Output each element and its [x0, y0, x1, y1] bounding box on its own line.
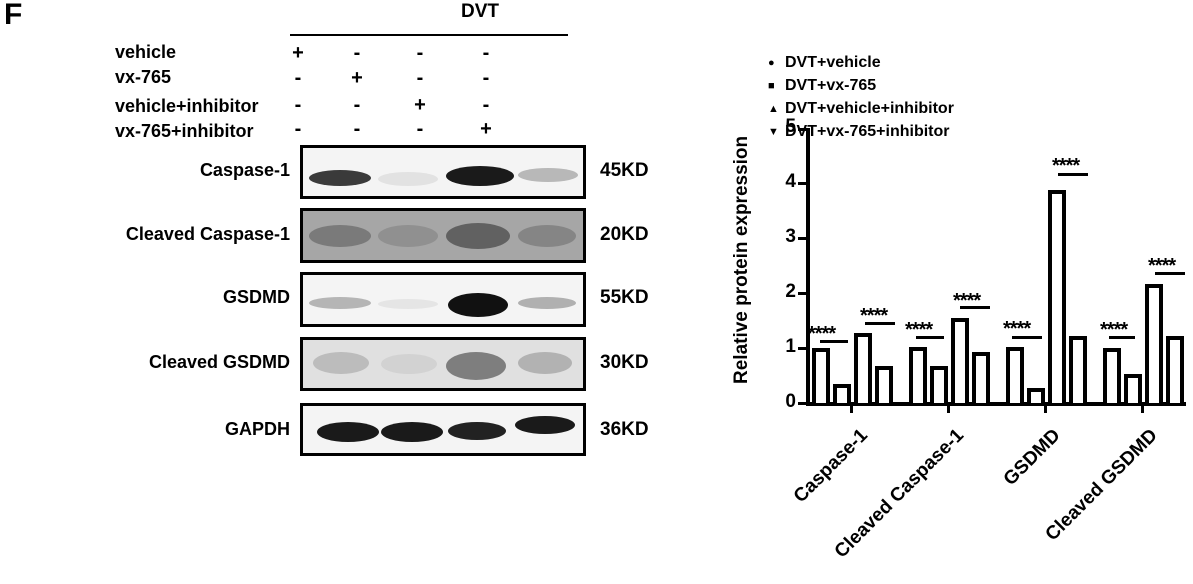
condition-label: vx-765+inhibitor: [115, 121, 254, 141]
y-tick-label: 5: [785, 116, 796, 137]
group-underline: [290, 34, 568, 36]
condition-sign: -: [482, 94, 490, 116]
group-label: DVT: [461, 1, 499, 22]
blot-image-gsdmd: [300, 272, 586, 327]
bar-cleaved-gsdmd-dvt-vehicle: [1103, 348, 1121, 403]
blot-kd-label: 20KD: [600, 224, 649, 245]
significance-marker: ****: [1148, 255, 1176, 277]
condition-sign: +: [480, 118, 492, 140]
y-axis-label: Relative protein expression: [731, 135, 752, 384]
significance-marker: ****: [1052, 155, 1080, 177]
circle-marker-icon: ●: [768, 57, 775, 69]
bar-cleaved-caspase-1-dvt-vx-765-inhibitor: [972, 352, 990, 403]
bar-gsdmd-dvt-vehicle: [1006, 347, 1024, 403]
condition-sign: -: [353, 118, 361, 140]
blot-row-label: Cleaved Caspase-1: [125, 224, 290, 244]
blot-image-gapdh: [300, 403, 586, 456]
condition-sign: -: [482, 42, 490, 64]
bar-caspase-1-dvt-vehicle-inhibitor: [854, 333, 872, 403]
legend-item: DVT+vehicle+inhibitor: [785, 100, 954, 117]
condition-sign: -: [416, 118, 424, 140]
blot-image-cleaved-caspase-1: [300, 208, 586, 263]
blot-image-caspase-1: [300, 145, 586, 199]
legend-item: DVT+vx-765+inhibitor: [785, 123, 950, 140]
condition-label: vehicle: [115, 42, 177, 62]
condition-sign: -: [482, 67, 490, 89]
blot-kd-label: 45KD: [600, 160, 649, 181]
y-tick-label: 1: [785, 336, 796, 357]
legend-item: DVT+vehicle: [785, 54, 881, 71]
blot-image-cleaved-gsdmd: [300, 337, 586, 391]
y-tick-label: 3: [785, 226, 796, 247]
condition-sign: -: [294, 94, 302, 116]
condition-sign: +: [292, 42, 304, 64]
bar-gsdmd-dvt-vx-765: [1027, 388, 1045, 403]
bar-caspase-1-dvt-vx-765-inhibitor: [875, 366, 893, 403]
condition-sign: -: [416, 42, 424, 64]
panel-letter: F: [4, 0, 23, 31]
triangle-up-marker-icon: ▲: [768, 103, 779, 115]
bar-cleaved-caspase-1-dvt-vehicle-inhibitor: [951, 318, 969, 403]
condition-sign: -: [353, 42, 361, 64]
bar-caspase-1-dvt-vx-765: [833, 384, 851, 403]
y-tick-label: 4: [785, 171, 796, 192]
condition-label: vehicle+inhibitor: [115, 96, 259, 116]
condition-sign: -: [294, 67, 302, 89]
blot-kd-label: 30KD: [600, 352, 649, 373]
condition-sign: +: [414, 94, 426, 116]
x-category-label: Caspase-1: [789, 425, 872, 508]
blot-row-label: Cleaved GSDMD: [148, 352, 290, 372]
bar-caspase-1-dvt-vehicle: [812, 348, 830, 403]
condition-sign: +: [351, 67, 363, 89]
condition-sign: -: [416, 67, 424, 89]
blot-kd-label: 55KD: [600, 287, 649, 308]
y-axis: [806, 128, 810, 406]
bar-gsdmd-dvt-vehicle-inhibitor: [1048, 190, 1066, 403]
condition-sign: -: [294, 118, 302, 140]
significance-marker: ****: [808, 323, 836, 345]
bar-gsdmd-dvt-vx-765-inhibitor: [1069, 336, 1087, 403]
y-tick-label: 0: [785, 391, 796, 412]
square-marker-icon: ■: [768, 80, 775, 92]
triangle-down-marker-icon: ▼: [768, 126, 779, 138]
significance-marker: ****: [1100, 319, 1128, 341]
blot-kd-label: 36KD: [600, 419, 649, 440]
significance-marker: ****: [905, 319, 933, 341]
significance-marker: ****: [1003, 318, 1031, 340]
blot-row-label: Caspase-1: [199, 160, 290, 180]
blot-row-label: GAPDH: [224, 419, 290, 439]
legend-item: DVT+vx-765: [785, 77, 877, 94]
blot-row-label: GSDMD: [223, 287, 290, 307]
significance-marker: ****: [953, 290, 981, 312]
y-tick-label: 2: [785, 281, 796, 302]
bar-cleaved-gsdmd-dvt-vx-765-inhibitor: [1166, 336, 1184, 403]
bar-cleaved-caspase-1-dvt-vx-765: [930, 366, 948, 403]
condition-label: vx-765: [115, 67, 172, 87]
bar-cleaved-gsdmd-dvt-vehicle-inhibitor: [1145, 284, 1163, 403]
x-axis: [806, 402, 1186, 406]
significance-marker: ****: [860, 305, 888, 327]
condition-sign: -: [353, 94, 361, 116]
x-category-label: GSDMD: [999, 425, 1065, 490]
bar-cleaved-gsdmd-dvt-vx-765: [1124, 374, 1142, 403]
bar-cleaved-caspase-1-dvt-vehicle: [909, 347, 927, 403]
